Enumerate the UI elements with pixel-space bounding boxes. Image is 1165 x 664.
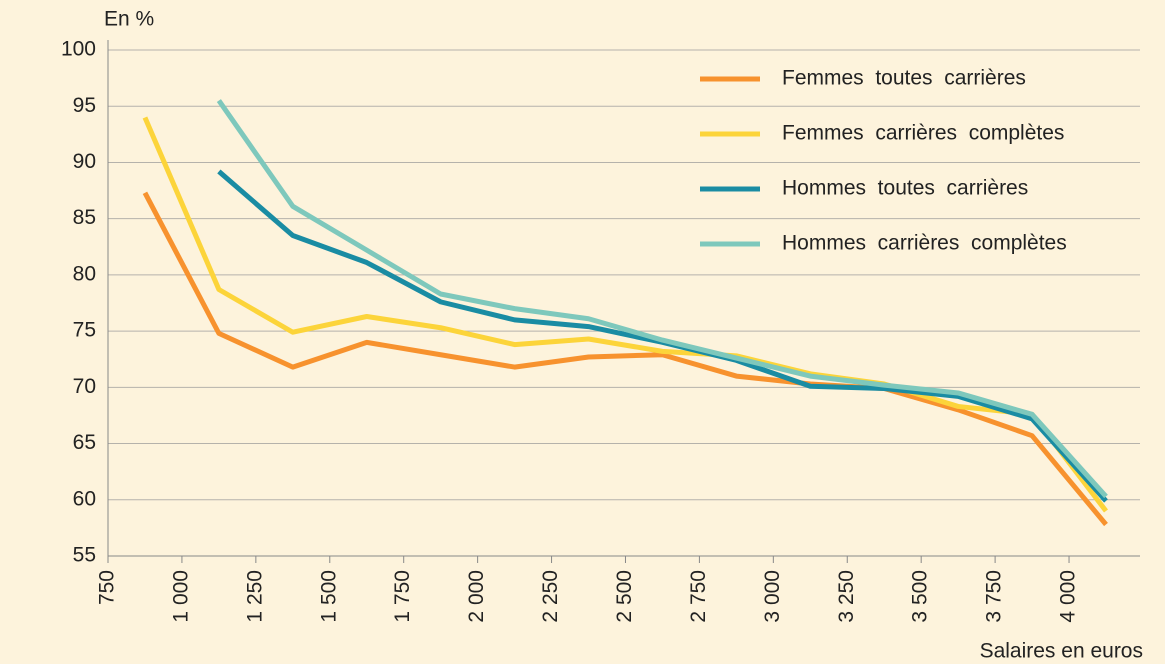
legend-label: Hommes toutes carrières	[782, 177, 1028, 200]
y-tick-label: 95	[73, 94, 96, 117]
y-axis-label: En %	[104, 8, 154, 31]
y-tick-label: 55	[73, 544, 96, 567]
series-line	[142, 116, 1108, 513]
x-tick-label: 3 750	[983, 570, 1006, 623]
y-tick-label: 60	[73, 487, 96, 510]
x-tick-label: 1 000	[169, 570, 192, 623]
y-tick-label: 80	[73, 262, 96, 285]
x-tick-label: 2 000	[465, 570, 488, 623]
y-tick-label: 90	[73, 150, 96, 173]
x-tick-label: 4 000	[1057, 570, 1080, 623]
y-tick-label: 65	[73, 431, 96, 454]
legend-label: Hommes carrières complètes	[782, 232, 1067, 255]
y-tick-label: 70	[73, 375, 96, 398]
series-line	[142, 191, 1108, 527]
y-tick-label: 85	[73, 206, 96, 229]
x-tick-label: 1 750	[391, 570, 414, 623]
x-tick-label: 3 500	[909, 570, 932, 623]
series-line	[216, 99, 1108, 499]
x-tick-label: 3 250	[835, 570, 858, 623]
y-tick-label: 100	[61, 38, 96, 61]
legend-label: Femmes toutes carrières	[782, 67, 1026, 90]
x-tick-label: 750	[96, 570, 119, 605]
x-tick-label: 2 250	[539, 570, 562, 623]
x-tick-label: 2 750	[687, 570, 710, 623]
x-tick-label: 1 250	[243, 570, 266, 623]
x-tick-label: 3 000	[761, 570, 784, 623]
x-axis-label: Salaires en euros	[980, 640, 1143, 663]
y-tick-label: 75	[73, 319, 96, 342]
x-tick-label: 1 500	[317, 570, 340, 623]
x-tick-label: 2 500	[613, 570, 636, 623]
legend-label: Femmes carrières complètes	[782, 122, 1064, 145]
